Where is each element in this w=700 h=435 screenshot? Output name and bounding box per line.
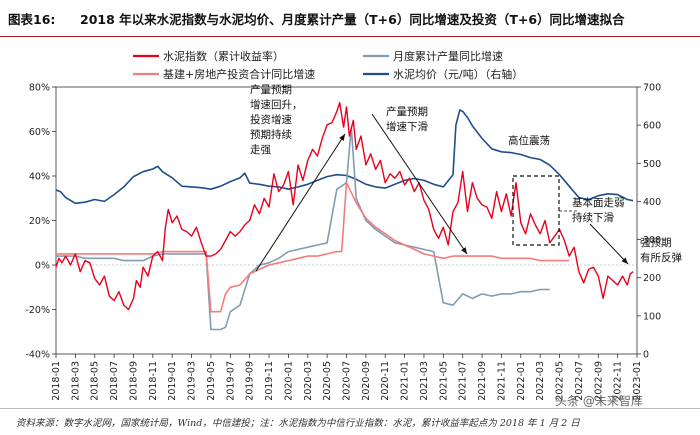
annotation-text: 投资增速 <box>250 113 292 126</box>
series-line-cement-index <box>55 101 634 311</box>
x-tick-label: 2021-01 <box>400 361 411 401</box>
annotation-text: 预期持续 <box>250 128 292 141</box>
x-tick-label: 2023-01 <box>632 361 643 401</box>
annotation-text: 有所反弹 <box>640 251 682 264</box>
x-tick-label: 2022-05 <box>555 361 566 401</box>
left-tick-label: 60% <box>29 127 50 138</box>
right-tick-label: 200 <box>643 273 661 284</box>
annotation-text: 增速下滑 <box>386 120 428 133</box>
left-tick-label: -20% <box>25 305 50 316</box>
annotation-arrowhead <box>621 257 628 264</box>
x-tick-label: 2021-09 <box>477 361 488 401</box>
annotation-text: 强预期 <box>640 237 672 249</box>
annotation-text: 产量预期 <box>250 83 292 96</box>
x-tick-label: 2018-07 <box>109 361 120 401</box>
left-tick-label: -40% <box>25 350 50 361</box>
x-tick-label: 2020-03 <box>303 361 314 401</box>
x-tick-label: 2021-11 <box>496 361 507 401</box>
x-tick-label: 2020-09 <box>361 361 372 401</box>
figure-header: 图表16: 2018 年以来水泥指数与水泥均价、月度累计产量（T+6）同比增速及… <box>0 0 700 37</box>
annotation-arrow <box>371 113 468 255</box>
highlight-box <box>512 175 560 246</box>
x-tick-label: 2020-05 <box>322 361 333 401</box>
legend-label: 水泥均价（元/吨）（右轴） <box>393 67 523 81</box>
x-tick-label: 2018-11 <box>148 361 159 401</box>
x-tick-label: 2022-07 <box>574 361 585 401</box>
x-tick-label: 2021-07 <box>458 361 469 401</box>
series-line-output-growth <box>56 126 550 331</box>
right-tick-label: 400 <box>643 197 661 208</box>
figure-footer: 资料来源：数字水泥网，国家统计局，Wind，中信建投；注：水泥指数为中信行业指数… <box>0 408 700 435</box>
x-tick-label: 2019-01 <box>167 361 178 401</box>
annotation-arrowhead <box>339 134 345 141</box>
x-tick-label: 2022-11 <box>613 361 624 401</box>
annotation-arrow <box>255 133 346 272</box>
x-tick-label: 2022-01 <box>516 361 527 401</box>
annotation-text: 持续下滑 <box>572 211 614 224</box>
annotation-text: 增速回升， <box>250 98 303 111</box>
x-tick-label: 2021-05 <box>438 361 449 401</box>
x-tick-label: 2019-11 <box>264 361 275 401</box>
annotation-arrowhead <box>461 247 467 254</box>
right-tick-label: 100 <box>643 311 661 322</box>
x-tick-label: 2019-05 <box>206 361 217 401</box>
annotation-text: 高位震荡 <box>508 134 550 147</box>
left-tick-label: 20% <box>29 216 50 227</box>
figure-title: 2018 年以来水泥指数与水泥均价、月度累计产量（T+6）同比增速及投资（T+6… <box>80 12 625 27</box>
x-tick-label: 2019-03 <box>187 361 198 401</box>
plot-frame <box>55 86 638 355</box>
x-tick-label: 2022-09 <box>593 361 604 401</box>
right-tick-label: 0 <box>643 350 649 361</box>
annotation-text: 走强 <box>250 144 271 156</box>
annotation-text: 基本面走弱 <box>572 196 625 209</box>
x-tick-label: 2018-01 <box>51 361 62 401</box>
right-tick-label: 600 <box>643 121 661 132</box>
legend-label: 水泥指数（累计收益率） <box>163 49 284 63</box>
figure-number: 图表16: <box>8 12 56 27</box>
x-tick-label: 2020-01 <box>283 361 294 401</box>
right-tick-label: 500 <box>643 159 661 170</box>
x-tick-label: 2020-07 <box>342 361 353 401</box>
x-tick-label: 2018-03 <box>70 361 81 401</box>
annotation-text: 产量预期 <box>386 105 428 118</box>
x-tick-label: 2019-07 <box>225 361 236 401</box>
source-note: 资料来源：数字水泥网，国家统计局，Wind，中信建投；注：水泥指数为中信行业指数… <box>16 418 580 429</box>
annotation-arrow <box>589 223 629 265</box>
series-line-investment-growth <box>56 181 570 313</box>
chart-area: 产量预期增速回升，投资增速预期持续走强产量预期增速下滑高位震荡基本面走弱持续下滑… <box>25 49 682 401</box>
x-tick-label: 2022-03 <box>535 361 546 401</box>
x-tick-label: 2018-09 <box>128 361 139 401</box>
left-tick-label: 0% <box>35 261 50 272</box>
x-tick-label: 2020-11 <box>380 361 391 401</box>
legend-label: 基建+房地产投资合计同比增速 <box>163 67 315 81</box>
right-tick-label: 700 <box>643 83 661 94</box>
left-tick-label: 80% <box>29 83 50 94</box>
legend-label: 月度累计产量同比增速 <box>393 49 503 63</box>
left-tick-label: 40% <box>29 172 50 183</box>
x-tick-label: 2021-03 <box>419 361 430 401</box>
right-tick-label: 300 <box>643 235 661 246</box>
watermark: 头条 @未来智库 <box>555 394 643 408</box>
x-tick-label: 2019-09 <box>245 361 256 401</box>
x-tick-label: 2018-05 <box>90 361 101 401</box>
